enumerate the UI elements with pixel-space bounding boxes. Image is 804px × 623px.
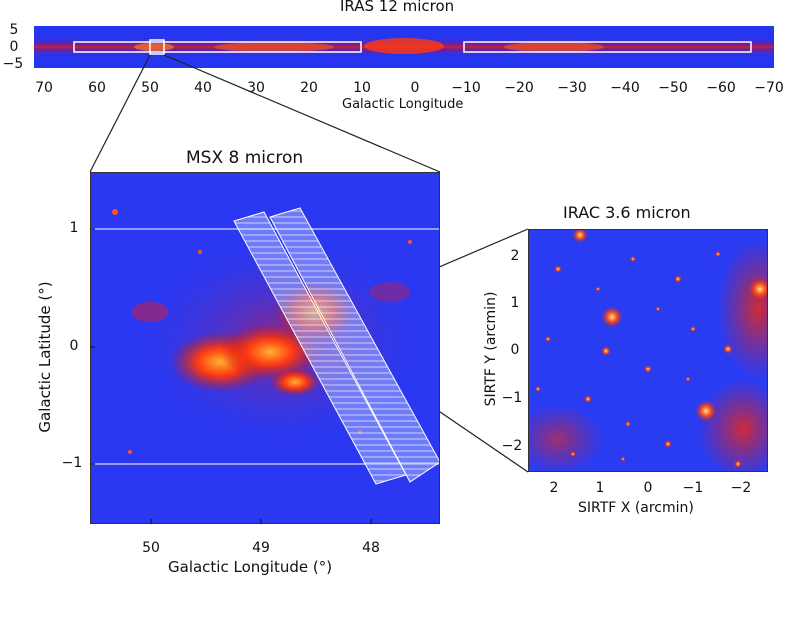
irac-xlabel: SIRTF X (arcmin)	[578, 500, 694, 516]
iras-xtick: −60	[706, 80, 736, 96]
iras-image	[34, 26, 774, 68]
msx-title: MSX 8 micron	[186, 148, 304, 168]
irac-ylabel: SIRTF Y (arcmin)	[483, 291, 499, 407]
msx-xtick: 48	[362, 540, 380, 556]
iras-xtick: 10	[353, 80, 371, 96]
iras-xtick: 50	[141, 80, 159, 96]
msx-ytick: −1	[61, 455, 83, 471]
iras-xtick: −20	[504, 80, 534, 96]
iras-xtick: −40	[610, 80, 640, 96]
irac-xtick: 2	[549, 480, 559, 496]
irac-xtick: 0	[643, 480, 653, 496]
msx-image	[90, 172, 440, 524]
iras-xtick: 20	[300, 80, 318, 96]
irac-xtick: −1	[682, 480, 704, 496]
irac-xtick: −2	[730, 480, 752, 496]
msx-xtick: 50	[142, 540, 160, 556]
irac-ytick: −2	[501, 438, 523, 454]
msx-ylabel: Galactic Latitude (°)	[36, 281, 54, 433]
iras-ytick: 0	[9, 39, 19, 55]
iras-ytick: 5	[9, 22, 19, 38]
msx-ytick: 0	[69, 338, 79, 354]
iras-box-left	[73, 41, 362, 53]
iras-xlabel: Galactic Longitude	[342, 97, 464, 112]
iras-xtick: 60	[88, 80, 106, 96]
irac-ytick: 0	[510, 342, 520, 358]
iras-ytick: −5	[2, 56, 24, 72]
iras-zoom-box	[149, 39, 165, 55]
iras-box-right	[463, 41, 752, 53]
observation-strip-right	[269, 207, 440, 483]
iras-xtick: −70	[754, 80, 784, 96]
iras-xtick: −30	[557, 80, 587, 96]
msx-xtick: 49	[252, 540, 270, 556]
irac-ytick: 2	[510, 248, 520, 264]
irac-ytick: 1	[510, 295, 520, 311]
irac-image	[528, 229, 768, 472]
irac-ytick: −1	[501, 390, 523, 406]
iras-xtick: −10	[451, 80, 481, 96]
irac-xtick: 1	[595, 480, 605, 496]
iras-title: IRAS 12 micron	[340, 0, 455, 15]
iras-xtick: 0	[410, 80, 420, 96]
irac-title: IRAC 3.6 micron	[563, 203, 691, 222]
msx-ytick: 1	[69, 220, 79, 236]
iras-xtick: 40	[194, 80, 212, 96]
iras-xtick: 70	[35, 80, 53, 96]
msx-xlabel: Galactic Longitude (°)	[168, 558, 333, 576]
iras-xtick: −50	[658, 80, 688, 96]
